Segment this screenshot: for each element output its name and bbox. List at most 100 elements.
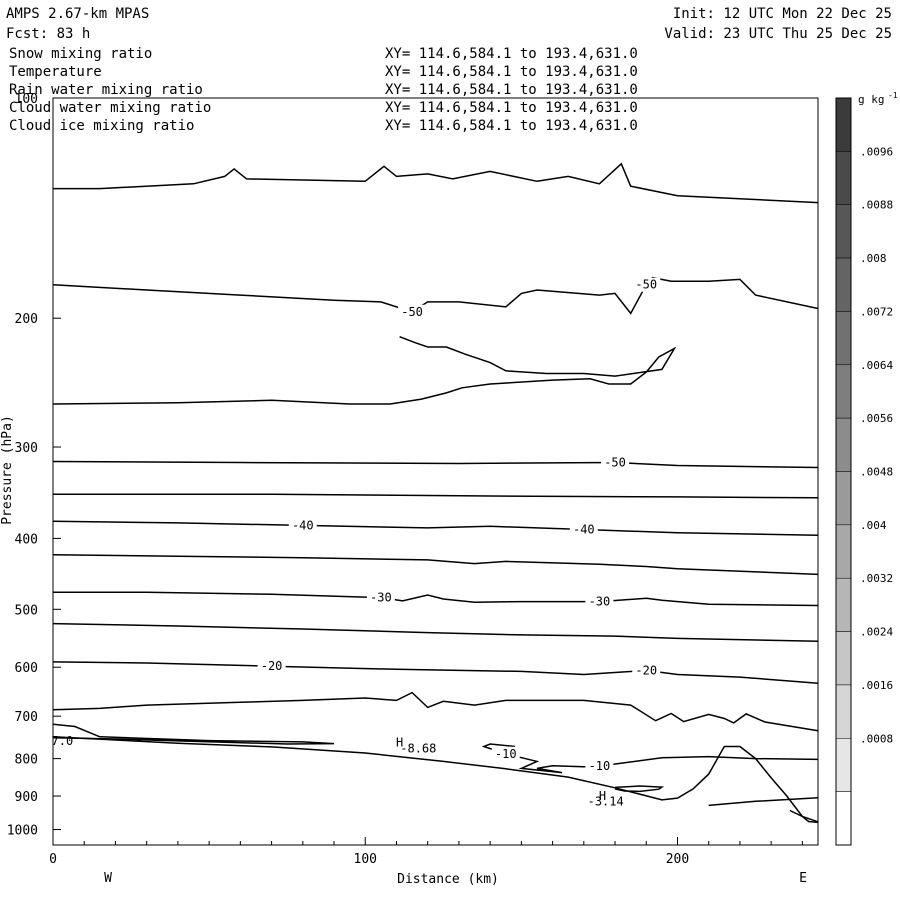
x-tick-label: 200 [666,852,689,867]
colorbar-swatch [835,151,852,205]
model-title: AMPS 2.67-km MPAS [6,6,149,22]
contour-label-bg [601,455,630,470]
contour-line [52,736,819,823]
colorbar-swatch [835,204,852,259]
contour-label: -10 [495,747,517,761]
colorbar-label: .0064 [860,359,893,372]
colorbar-label: .004 [860,519,887,532]
y-tick-label: 100 [15,92,38,107]
annotation-label: H [396,735,403,749]
contour-label: -10 [589,759,611,773]
x-tick-label: 100 [354,852,377,867]
colorbar-label: .0088 [860,199,893,212]
contour-label-bg [491,746,520,761]
contour-line [614,785,665,793]
colorbar: .0096 .0088 .008 .0072 .0064 .0056 .0048 .004 .0… [835,97,893,846]
east-label: E [799,871,807,886]
x-axis-label: Distance (km) [397,872,499,887]
y-tick-label: 1000 [7,824,38,839]
contour-label-bg [632,277,661,292]
contour-label: -50 [604,456,626,470]
y-tick-label: 800 [15,753,38,768]
annotation-label: H [599,789,606,803]
contour-line [52,723,335,745]
colorbar-label: .0072 [860,305,893,318]
contour-label: -50 [401,305,423,319]
contour-line [52,661,819,684]
colorbar-swatch [835,257,852,312]
colorbar-swatch [835,577,852,632]
contour-line [53,162,819,204]
field-xy: XY= 114.6,584.1 to 193.4,631.0 [385,118,638,134]
y-axis-label: Pressure (hPa) [0,415,15,525]
colorbar-label: .0024 [860,626,893,639]
annotation-label: 7.0 [52,734,74,748]
field-xy: XY= 114.6,584.1 to 193.4,631.0 [385,100,638,116]
colorbar-unit: g kg [858,93,885,106]
y-tick-label: 900 [15,790,38,805]
contour-line [53,591,819,607]
contour-label: -40 [292,518,314,532]
colorbar-label: .0032 [860,572,893,585]
field-name: Temperature [9,64,102,80]
colorbar-swatch [835,97,852,152]
contour-line [789,809,819,824]
colorbar-swatch [835,631,852,686]
y-tick-label: 500 [15,603,38,618]
field-xy: XY= 114.6,584.1 to 193.4,631.0 [385,46,638,62]
init-time: Init: 12 UTC Mon 22 Dec 25 [673,6,892,22]
contour-line [52,460,819,469]
contour-label-bg [569,522,598,537]
colorbar-label: .0048 [860,466,893,479]
y-tick-label: 200 [15,312,38,327]
contour-label-bg [585,759,614,774]
y-tick-label: 400 [15,532,38,547]
annotations: H-8.68H-3.147.0 [52,734,624,809]
valid-time: Valid: 23 UTC Thu 25 Dec 25 [664,26,892,42]
contour-line [481,743,819,774]
field-name: Rain water mixing ratio [9,82,203,98]
forecast-hour: Fcst: 83 h [6,26,90,42]
colorbar-swatch [835,738,852,792]
colorbar-frame [835,97,852,846]
colorbar-swatch [835,471,852,526]
colorbar-label: .0096 [860,145,893,158]
contour-label-bg [366,590,395,605]
colorbar-swatch [835,364,852,419]
contour-label-bg [632,663,661,678]
annotation-label: -3.14 [588,795,624,809]
contour-line [52,520,819,536]
contour-label-bg [288,518,317,533]
west-label: W [104,871,112,886]
colorbar-label: .0008 [860,732,893,745]
contour-line [52,622,819,643]
contour-label: -40 [573,523,595,537]
field-xy: XY= 114.6,584.1 to 193.4,631.0 [385,82,638,98]
colorbar-swatch [835,684,852,739]
contour-line [708,797,819,807]
annotation-label: -8.68 [400,742,436,756]
contour-line [52,691,819,732]
y-tick-label: 300 [15,441,38,456]
colorbar-label: .0016 [860,679,893,692]
contour-label: -30 [370,591,392,605]
colorbar-swatch [835,524,852,579]
contour-line [52,553,819,576]
field-name: Snow mixing ratio [9,46,152,62]
y-tick-label: 700 [15,710,38,725]
colorbar-unit-exponent: -1 [888,91,898,100]
field-list: Snow mixing ratio XY= 114.6,584.1 to 193.… [9,46,638,134]
contour-label: -30 [589,595,611,609]
contour-label-bg [585,594,614,609]
colorbar-swatch [835,311,852,366]
plot-frame [52,97,819,846]
field-xy: XY= 114.6,584.1 to 193.4,631.0 [385,64,638,80]
field-name: Cloud ice mixing ratio [9,118,194,134]
contour-label: -20 [635,663,657,677]
contour-line [52,276,819,315]
temperature-contours [52,162,819,824]
contour-label: -20 [261,659,283,673]
x-tick-label: 0 [49,852,57,867]
contour-line [52,335,677,405]
